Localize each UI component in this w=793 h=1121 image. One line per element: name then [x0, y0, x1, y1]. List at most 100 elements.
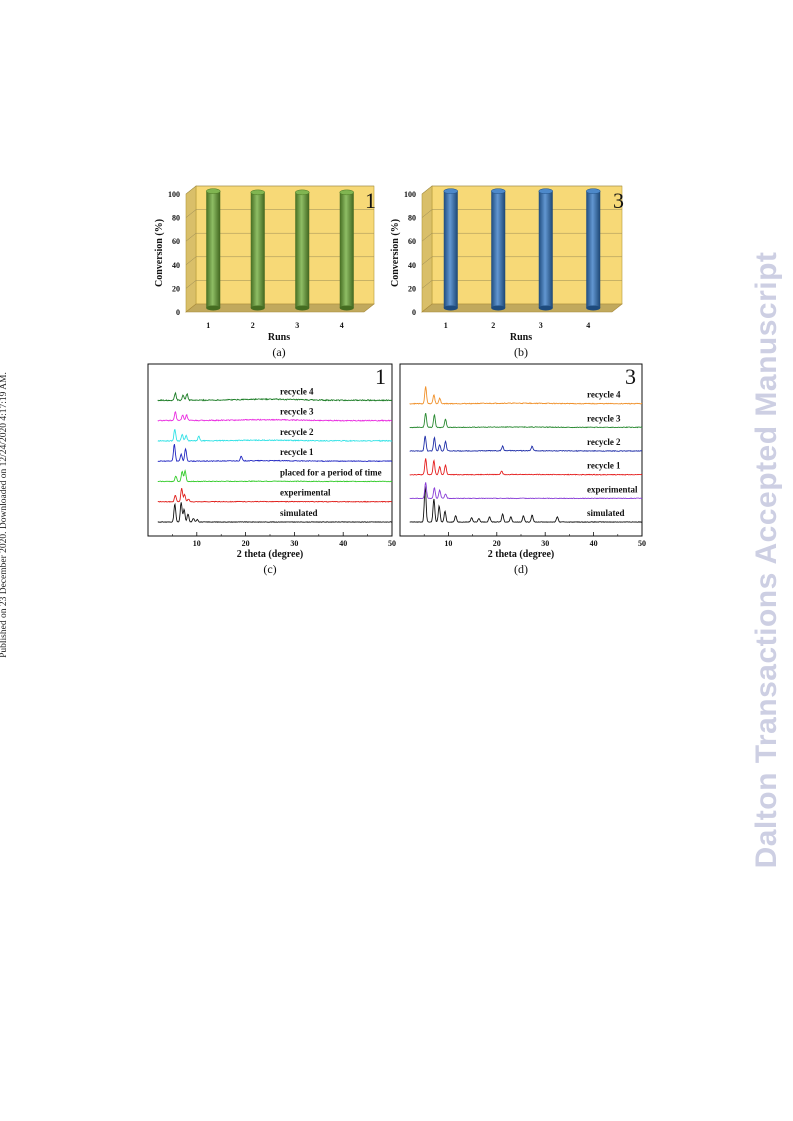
bar-top: [538, 188, 553, 194]
panel-number: 1: [375, 364, 386, 389]
bar: [206, 188, 221, 311]
bar-body: [538, 191, 553, 308]
x-tick-label: 3: [295, 321, 299, 330]
series-line: [409, 386, 643, 405]
gridline-side: [185, 185, 197, 195]
chart-side-wall: [185, 185, 197, 313]
bar-base: [206, 305, 221, 311]
x-axis-title: Runs: [268, 332, 290, 343]
series-recycle-2: recycle 2: [157, 427, 393, 442]
x-tick-label: 10: [444, 539, 452, 548]
bar-base: [443, 305, 458, 311]
series-line: [409, 412, 643, 429]
bar-base: [538, 305, 553, 311]
x-tick-label: 10: [193, 539, 201, 548]
x-tick-label: 1: [444, 321, 448, 330]
y-axis-title: Conversion (%): [390, 219, 401, 287]
line-chart-4: 10 20 30 40 50 simulated experimental recycle 1…: [399, 363, 646, 576]
series-label: recycle 1: [280, 447, 314, 457]
bar-chart-2: 0 20 40 60 80 100 1 2 3 4 Runs Conversion (%) 3 (b): [390, 185, 624, 359]
bar-top: [339, 189, 354, 196]
series-line: [409, 435, 643, 452]
series-recycle-4: recycle 4: [409, 386, 643, 405]
series-line: [157, 488, 393, 503]
series-recycle-4: recycle 4: [157, 386, 393, 402]
bar-base: [339, 305, 354, 311]
series-line: [157, 502, 393, 523]
x-tick-label: 2: [251, 321, 255, 330]
y-tick-label: 20: [172, 284, 180, 293]
series-placed-for-a-period-of-time: placed for a period of time: [157, 467, 393, 483]
bar-base: [295, 305, 310, 311]
gridline-side: [185, 256, 197, 265]
gridline-side: [185, 280, 197, 289]
y-tick-label: 0: [176, 308, 180, 317]
y-tick-label: 60: [172, 237, 180, 246]
x-axis-title: Runs: [510, 332, 532, 343]
series-label: recycle 2: [587, 437, 621, 447]
panel-number: 1: [365, 188, 376, 213]
panel-caption: (b): [514, 345, 528, 359]
bar-body: [295, 192, 310, 308]
y-tick-label: 100: [404, 190, 416, 199]
bar-base: [491, 305, 506, 311]
series-recycle-3: recycle 3: [157, 407, 393, 422]
series-recycle-2: recycle 2: [409, 435, 643, 452]
y-tick-label: 20: [408, 284, 416, 293]
bar-base: [250, 305, 265, 311]
chart-side-wall: [421, 185, 433, 313]
bar-top: [250, 189, 265, 196]
series-label: recycle 2: [280, 427, 314, 437]
chart-floor: [421, 303, 623, 313]
series-line: [157, 411, 393, 422]
y-tick-label: 100: [168, 190, 180, 199]
y-tick-label: 40: [408, 261, 416, 270]
bar-top: [586, 188, 601, 194]
bar: [295, 189, 310, 311]
bar-body: [250, 192, 265, 308]
y-tick-label: 40: [172, 261, 180, 270]
series-recycle-1: recycle 1: [409, 458, 643, 476]
gridline-side: [421, 233, 433, 242]
bar-top: [443, 188, 458, 194]
series-simulated: simulated: [409, 486, 643, 523]
x-tick-label: 4: [340, 321, 344, 330]
series-label: placed for a period of time: [280, 467, 382, 477]
x-tick-label: 30: [541, 539, 549, 548]
plot-frame: [147, 363, 393, 537]
chart-floor: [185, 303, 375, 313]
bar-top: [295, 189, 310, 196]
x-tick-label: 40: [590, 539, 598, 548]
series-recycle-1: recycle 1: [157, 444, 393, 463]
series-label: experimental: [280, 488, 331, 498]
x-tick-label: 20: [493, 539, 501, 548]
bar-chart-1: 0 20 40 60 80 100 1 2 3 4 Runs Conversion (%) 1 (a): [154, 185, 376, 359]
x-tick-label: 50: [638, 539, 646, 548]
y-axis-title: Conversion (%): [154, 219, 165, 287]
bar: [586, 188, 601, 311]
series-label: recycle 3: [280, 407, 314, 417]
y-tick-label: 60: [408, 237, 416, 246]
series-simulated: simulated: [157, 502, 393, 523]
gridline-side: [421, 280, 433, 289]
x-tick-label: 40: [339, 539, 347, 548]
bar-top: [206, 188, 221, 194]
x-tick-label: 1: [206, 321, 210, 330]
bar-body: [206, 191, 221, 308]
x-axis-title: 2 theta (degree): [237, 549, 303, 560]
series-label: recycle 1: [587, 461, 621, 471]
x-tick-label: 50: [388, 539, 396, 548]
series-label: recycle 4: [587, 390, 621, 400]
series-line: [409, 458, 643, 476]
gridline-side: [185, 209, 197, 218]
bar: [250, 189, 265, 311]
bar: [491, 188, 506, 311]
x-tick-label: 20: [242, 539, 250, 548]
gridline-side: [185, 233, 197, 242]
bar: [339, 189, 354, 311]
series-line: [409, 486, 643, 523]
panel-caption: (a): [272, 345, 285, 359]
panel-number: 3: [625, 364, 636, 389]
gridline-side: [421, 209, 433, 218]
